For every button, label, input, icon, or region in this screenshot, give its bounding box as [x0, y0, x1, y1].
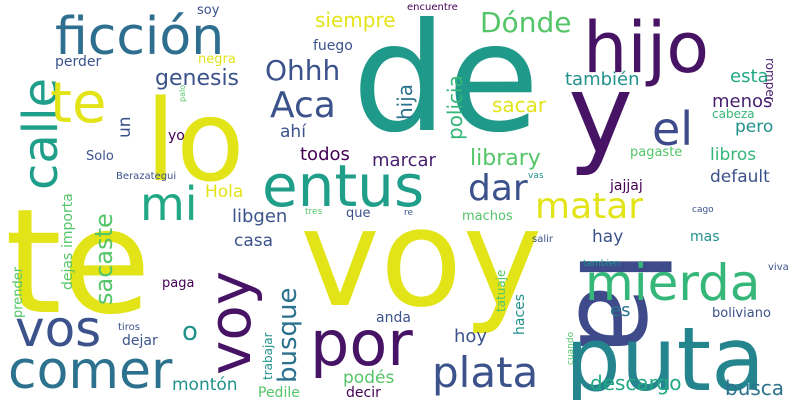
word-boliviano: boliviano — [712, 306, 771, 321]
word-vos: vos — [15, 300, 101, 358]
word-soy: soy — [197, 3, 220, 18]
word-todos: todos — [300, 144, 350, 165]
word-pero: pero — [735, 117, 773, 137]
word-entus: entus — [262, 152, 424, 220]
word-romper: romper — [763, 58, 777, 102]
word-re: re — [404, 208, 414, 218]
word-cago: cago — [692, 205, 714, 215]
word-tatuaje: tatuaje — [494, 270, 508, 312]
word-vas: vas — [528, 171, 544, 181]
word-palo: palo — [178, 85, 187, 102]
word-lo: lo — [145, 77, 245, 207]
word-dar: dar — [468, 168, 528, 209]
word-pagaste: pagaste — [630, 145, 682, 160]
word-mierda: mierda — [585, 254, 760, 312]
word-te: te — [5, 178, 151, 347]
word-haces: haces — [512, 294, 528, 335]
word-default: default — [710, 167, 770, 187]
word-jajjaj: jajjaj — [609, 178, 643, 194]
word-viva: viva — [768, 262, 789, 273]
word-donde: Dónde — [480, 6, 571, 39]
word-sacaste: sacaste — [90, 213, 118, 305]
word-voy: voy — [300, 180, 542, 337]
word-casa: casa — [234, 231, 273, 251]
word-fuego: fuego — [313, 38, 353, 54]
word-comer: comer — [8, 341, 173, 400]
word-genesis: genesis — [155, 66, 239, 91]
word-negra: negra — [198, 52, 236, 67]
word-es: es — [610, 300, 630, 321]
word-dejar: dejar — [122, 333, 158, 349]
word-encuentre: encuentre — [407, 2, 458, 13]
word-por: por — [310, 307, 413, 380]
word-importa: importa — [60, 193, 76, 248]
word-que: que — [346, 206, 371, 221]
word-mi: mi — [140, 177, 198, 231]
word-ohhh: Ohhh — [265, 54, 340, 87]
word-trabajar: trabajar — [261, 332, 275, 380]
word-tambien: también — [565, 69, 640, 90]
word-puta: puta — [565, 308, 765, 400]
word-busque: busque — [273, 287, 303, 383]
word-de: de — [352, 0, 540, 166]
word-paga: paga — [162, 276, 194, 291]
word-un: un — [115, 116, 135, 138]
word-library: library — [470, 146, 541, 171]
word-hay: hay — [592, 227, 623, 247]
word-hija: hija — [393, 84, 417, 120]
word-decir: decir — [346, 385, 381, 400]
word-dejas: dejas — [60, 253, 76, 290]
word-o: o — [182, 317, 198, 347]
word-tres: tres — [305, 207, 323, 217]
word-esta: esta — [730, 66, 769, 87]
word-el: el — [652, 102, 693, 156]
word-solo: Solo — [86, 149, 114, 164]
word-voy-vertical: voy — [196, 271, 264, 375]
word-ahi: ahí — [280, 122, 307, 142]
word-policia: policia — [443, 75, 467, 140]
word-descargo: descargo — [590, 371, 681, 395]
word-siempre: siempre — [315, 8, 396, 32]
word-machos: machos — [462, 209, 513, 224]
word-plata: plata — [432, 348, 538, 397]
word-tambien-small: tambien — [583, 259, 620, 269]
word-hijo: hijo — [583, 7, 709, 89]
word-hoy: hoy — [454, 326, 487, 347]
word-te-small: te — [50, 71, 106, 136]
word-prender: prender — [11, 266, 26, 318]
word-calle: calle — [13, 78, 69, 190]
word-hola: Hola — [205, 182, 243, 202]
word-cuando: cuando — [566, 331, 576, 365]
word-berazategui: Berazategui — [116, 171, 176, 182]
word-libgen: libgen — [232, 206, 287, 227]
word-podes: podés — [343, 368, 394, 388]
word-busca: busca — [725, 376, 784, 400]
word-y: y — [568, 50, 633, 178]
word-ficcion: ficción — [55, 7, 224, 67]
word-marcar: marcar — [372, 150, 436, 171]
word-anda: anda — [376, 310, 411, 326]
word-libros: libros — [710, 145, 756, 165]
word-sacar: sacar — [492, 93, 547, 117]
word-yo: yo — [168, 128, 185, 144]
word-pedile: Pedile — [258, 385, 300, 400]
word-menos: menos — [712, 91, 772, 112]
word-aca: Aca — [270, 85, 336, 126]
word-la: la — [551, 250, 690, 357]
word-matar: matar — [535, 186, 643, 227]
word-perder: perder — [55, 54, 102, 70]
word-mas: mas — [690, 229, 720, 245]
word-cabeza: cabeza — [712, 107, 755, 121]
word-salir: salir — [532, 234, 554, 245]
word-tiros: tiros — [118, 322, 140, 333]
word-monton: montón — [172, 375, 238, 395]
